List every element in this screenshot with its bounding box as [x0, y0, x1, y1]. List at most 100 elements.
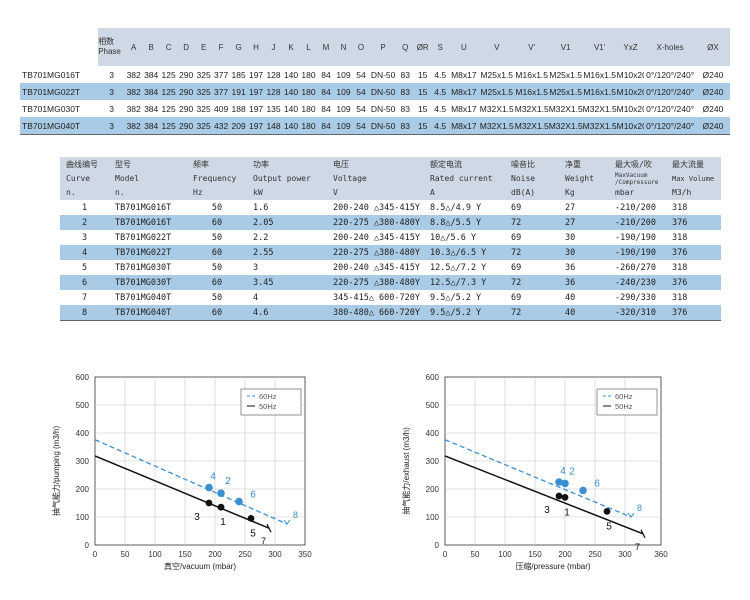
col-header-s: S	[431, 28, 449, 66]
performance-cell: 318	[672, 262, 688, 273]
dimension-value-cell: 125	[161, 69, 176, 80]
performance-cell: 3	[81, 232, 88, 243]
dimension-value-cell: 377	[212, 83, 230, 100]
performance-cell: 9.5△/5.2 Y	[430, 292, 482, 303]
dimension-value-cell: 197	[247, 83, 265, 100]
dimension-value-cell: 180	[301, 69, 316, 80]
performance-cell: 3	[253, 262, 259, 273]
header-unit-label: mbar	[615, 188, 635, 197]
dimension-value-cell: 180	[299, 83, 318, 100]
performance-cell: 50	[211, 262, 223, 273]
performance-header-cell: 频率 Frequency Hz	[187, 157, 247, 200]
performance-cell: -320/310	[609, 305, 666, 321]
series-end-marker	[266, 523, 272, 533]
performance-cell: 69	[511, 262, 522, 273]
dimension-value-cell: 197	[248, 69, 264, 80]
header-unit-label: V	[333, 188, 338, 197]
dimension-table: 相数 Phase A B C D E F G H J K L M N O P Q…	[20, 28, 730, 135]
dimension-value-cell: 409	[214, 103, 229, 114]
header-cn-label: 型号	[115, 160, 131, 169]
point-label: 1	[220, 517, 226, 528]
dimension-value-cell: 4.5	[431, 83, 449, 100]
operating-point	[205, 483, 213, 492]
performance-cell: 69	[511, 292, 522, 303]
performance-cell: 220-275 △380-480Y	[327, 275, 424, 290]
model-header-blank	[20, 28, 99, 66]
dimension-value-cell: 290	[179, 69, 194, 80]
performance-cell: 50	[211, 202, 223, 213]
header-unit-label: Kg	[565, 188, 575, 197]
header-unit-label: n.	[115, 188, 125, 197]
dimension-value-cell: M25x1.5	[480, 69, 514, 80]
performance-cell: 4	[60, 245, 109, 260]
dimension-model-cell: TB701MG022T	[20, 83, 99, 100]
performance-table-body: 1 TB701MG016T 50 1.6 200-240 △345-415Y 8.5△/4…	[60, 200, 721, 321]
dimension-value-cell: 15	[413, 117, 432, 135]
dimension-value-cell: 54	[356, 103, 366, 114]
x-tick-label: 50	[471, 550, 480, 559]
operating-point	[561, 479, 569, 488]
performance-cell: TB701MG022T	[109, 245, 187, 260]
dimension-value-cell: DN-50	[369, 117, 397, 135]
dimension-value-cell: 109	[336, 103, 351, 114]
performance-row: 7 TB701MG040T 50 4 345-415△ 600-720Y 9.5△/5.2…	[60, 290, 721, 305]
performance-cell: -190/190	[609, 245, 666, 260]
x-tick-label: 0	[93, 550, 98, 559]
performance-cell: 3.45	[247, 275, 327, 290]
dimension-value-cell: 325	[196, 103, 211, 114]
col-header-m: M	[317, 28, 335, 66]
performance-row: 5 TB701MG030T 50 3 200-240 △345-415Y 12.5△/7.…	[60, 260, 721, 275]
performance-cell: 200-240 △345-415Y	[333, 262, 420, 273]
performance-header-cell: 噪音比 Noise dB(A)	[505, 157, 559, 200]
dimension-value-cell: 140	[282, 83, 300, 100]
y-tick-label: 500	[426, 401, 440, 410]
performance-cell: 345-415△ 600-720Y	[333, 292, 420, 303]
dimension-value-cell: M16x1.5	[515, 69, 549, 80]
col-header-a: A	[124, 28, 143, 66]
performance-cell: TB701MG040T	[109, 305, 187, 321]
performance-header-cell: 功率 Output power kW	[247, 157, 327, 200]
performance-cell: 12.5△/7.3 Y	[424, 275, 505, 290]
x-tick-label: 200	[558, 550, 572, 559]
col-header-x-holes: X-holes	[644, 28, 696, 66]
dimension-value-cell: 180	[301, 103, 316, 114]
y-tick-label: 400	[76, 429, 90, 438]
point-label: 4	[560, 466, 566, 477]
performance-cell: 36	[565, 262, 576, 273]
performance-cell: -240/230	[609, 275, 666, 290]
dimension-value-cell: M25x1.5	[549, 69, 582, 80]
dimension-value-cell: 0°/120°/240°	[646, 69, 695, 80]
series-end-label: 8	[637, 503, 642, 513]
x-axis-label: 压缩/pressure (mbar)	[515, 561, 590, 571]
dimension-value-cell: 188	[231, 103, 246, 114]
performance-cell: 72	[505, 215, 559, 230]
performance-header-row: 曲线编号 Curve n. 型号 Model n. 频率 Frequency Hz 功率 Outpu…	[60, 157, 721, 200]
operating-point	[217, 503, 225, 511]
point-label: 1	[564, 507, 570, 518]
x-tick-label: 250	[238, 550, 252, 559]
dimension-value-cell: DN-50	[370, 103, 396, 114]
x-tick-label: 50	[121, 550, 130, 559]
series-line-60hz	[94, 439, 288, 525]
header-unit-label: M3/h	[672, 188, 692, 197]
dimension-value-cell: 140	[282, 117, 300, 135]
performance-cell: 12.5△/7.2 Y	[430, 262, 487, 273]
x-tick-label: 0	[443, 550, 448, 559]
col-header-j: J	[264, 28, 283, 66]
dimension-value-cell: 125	[159, 117, 178, 135]
dimension-value-cell: 135	[266, 103, 281, 114]
dimension-value-cell: 382	[126, 103, 141, 114]
performance-cell: 27	[559, 215, 609, 230]
col-header-yxz: YxZ	[616, 28, 645, 66]
point-label: 3	[544, 505, 550, 516]
dimension-value-cell: 148	[264, 117, 283, 135]
performance-cell: 380-480△ 660-720Y	[327, 305, 424, 321]
dimension-value-cell: 84	[321, 69, 331, 80]
performance-cell: TB701MG022T	[115, 232, 172, 243]
performance-cell: 2.05	[247, 215, 327, 230]
dimension-value-cell: 4.5	[431, 117, 449, 135]
performance-cell: 8.8△/5.5 Y	[424, 215, 505, 230]
dimension-value-cell: DN-50	[369, 83, 397, 100]
dimension-value-cell: 384	[144, 69, 159, 80]
performance-cell: 5	[81, 262, 88, 273]
